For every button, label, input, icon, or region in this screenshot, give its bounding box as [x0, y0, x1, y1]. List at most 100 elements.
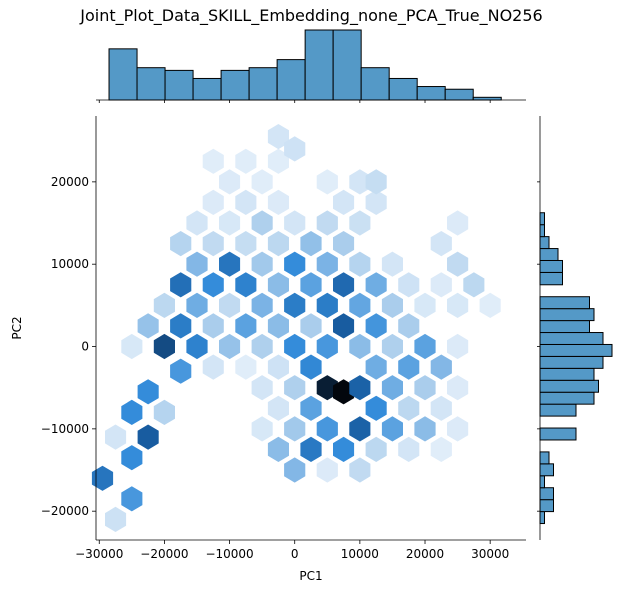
marginal-y-bar: [539, 403, 577, 417]
y-tick-label: 10000: [51, 257, 89, 271]
marginal-y-bar: [539, 308, 595, 322]
hexbin: [235, 354, 257, 380]
hexbin: [170, 231, 192, 257]
hexbin: [91, 465, 114, 491]
marginal-x-histogram: [96, 29, 526, 103]
hexbin: [300, 395, 322, 421]
marginal-y-bar: [539, 391, 595, 405]
marginal-x-bar: [388, 77, 418, 101]
hexbin: [447, 375, 469, 401]
x-tick-label: 0: [291, 547, 299, 561]
hexbin: [333, 436, 355, 462]
marginal-x-bar: [248, 67, 278, 101]
hexbin: [235, 148, 257, 174]
hexbin: [137, 424, 159, 450]
hexbin: [153, 399, 175, 425]
hexbin: [235, 189, 257, 215]
hexbin: [398, 313, 420, 339]
hexbin: [251, 292, 273, 318]
hexbin: [105, 506, 127, 532]
hexbin: [463, 272, 485, 298]
hexbin: [316, 292, 338, 318]
hexbin: [316, 375, 338, 401]
hexbin: [186, 210, 208, 236]
hexbin: [365, 272, 387, 298]
hexbin: [430, 395, 452, 421]
hexbin: [267, 395, 289, 421]
hexbin: [235, 231, 257, 257]
hexbin: [414, 333, 436, 360]
hexbin: [430, 354, 452, 380]
y-tick-label: −10000: [41, 422, 89, 436]
hexbin: [381, 251, 403, 277]
hexbin: [365, 395, 387, 421]
hexbin: [251, 169, 273, 195]
hexbin: [267, 313, 289, 339]
hexbin: [333, 272, 355, 298]
x-axis-label: PC1: [299, 569, 322, 583]
marginal-y-bar: [539, 224, 545, 238]
marginal-y-bar: [539, 296, 590, 310]
hexbin: [284, 251, 306, 277]
hexbin: [316, 457, 338, 483]
marginal-x-bar: [136, 67, 166, 101]
hexbin: [284, 210, 306, 236]
marginal-y-bar: [539, 320, 590, 334]
hexbin: [381, 333, 403, 360]
marginal-x-bar: [276, 59, 306, 101]
marginal-y-bar: [539, 511, 545, 525]
hexbin: [267, 436, 289, 462]
x-tick-label: −30000: [75, 547, 123, 561]
marginal-x-bar: [360, 67, 390, 101]
marginal-y-bar: [539, 379, 599, 393]
hexbin: [121, 486, 143, 512]
hexbin: [202, 272, 224, 298]
marginal-x-bar: [444, 88, 474, 101]
hexbin: [365, 313, 387, 339]
hexbin: [186, 292, 208, 318]
hexbin: [447, 251, 469, 277]
y-tick-label: 20000: [51, 175, 89, 189]
hexbin: [349, 169, 371, 195]
hexbin: [300, 354, 322, 380]
hexbin: [398, 354, 420, 380]
marginal-y-bar: [539, 355, 604, 369]
hexbin: [300, 436, 322, 462]
axes: −30000 −20000 −10000 0 10000 20000 30000 −20000…: [10, 116, 526, 583]
hexbin: [333, 379, 355, 405]
hexbin: [316, 251, 338, 277]
hexbin-layer: [91, 124, 501, 532]
hexbin: [267, 272, 289, 298]
hexbin: [121, 445, 143, 471]
marginal-y-bar: [539, 236, 550, 250]
hexbin: [430, 231, 452, 257]
hexbin: [251, 210, 273, 236]
hexbin: [349, 457, 371, 483]
x-tick-label: 20000: [406, 547, 444, 561]
hexbin: [349, 416, 371, 442]
hexbin: [398, 395, 420, 421]
marginal-x-bar: [164, 69, 194, 101]
hexbin: [316, 169, 338, 195]
hexbin: [267, 354, 289, 380]
marginal-y-bar: [539, 475, 545, 489]
hexbin: [251, 375, 273, 401]
hexbin: [349, 210, 371, 236]
marginal-y-bar: [539, 463, 554, 477]
hexbin: [316, 333, 338, 360]
hexbin: [430, 272, 452, 298]
hexbin: [170, 358, 192, 384]
hexbin: [186, 251, 208, 277]
marginal-y-bar: [539, 499, 554, 513]
hexbin: [202, 189, 224, 215]
hexbin: [447, 292, 469, 318]
marginal-x-bar: [220, 69, 250, 101]
y-tick-label: 0: [81, 340, 89, 354]
marginal-y-bar: [539, 451, 550, 465]
hexbin: [316, 210, 338, 236]
hexbin: [349, 375, 371, 401]
hexbin: [365, 189, 387, 215]
hexbin: [284, 457, 306, 483]
marginal-y-bar: [539, 271, 563, 286]
